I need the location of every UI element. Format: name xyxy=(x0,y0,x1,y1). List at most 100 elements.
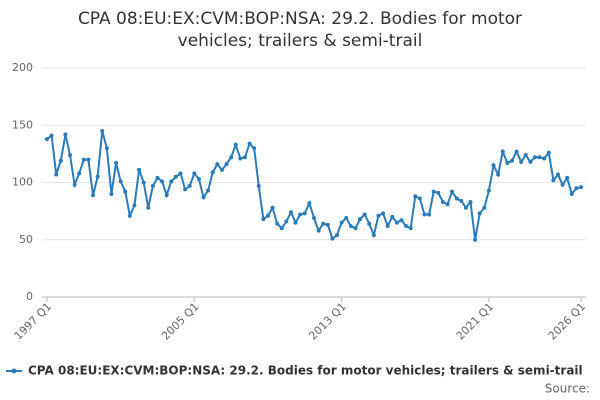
point xyxy=(376,213,381,218)
point xyxy=(45,136,49,141)
x-tick-label: 1997 Q1 xyxy=(12,300,55,343)
point xyxy=(58,158,63,163)
point xyxy=(339,220,344,225)
y-tick-label: 100 xyxy=(12,176,33,189)
point xyxy=(114,161,119,166)
point xyxy=(288,210,293,215)
y-tick-label: 200 xyxy=(12,61,33,74)
point xyxy=(72,182,77,187)
point xyxy=(408,226,413,231)
x-tick-label: 2005 Q1 xyxy=(159,300,202,343)
point xyxy=(95,174,100,179)
point xyxy=(261,217,266,222)
point xyxy=(173,174,178,179)
point xyxy=(579,185,583,190)
point xyxy=(514,149,519,154)
point xyxy=(192,171,197,176)
point xyxy=(312,215,316,220)
point xyxy=(81,157,86,162)
point xyxy=(298,212,303,217)
point xyxy=(265,213,270,218)
point xyxy=(242,155,247,160)
point xyxy=(279,226,284,231)
point xyxy=(491,163,496,168)
point xyxy=(555,172,560,177)
point xyxy=(275,221,280,226)
point xyxy=(436,190,441,195)
point xyxy=(127,213,132,218)
y-tick-label: 150 xyxy=(12,118,33,131)
point xyxy=(146,205,151,210)
point xyxy=(440,199,445,204)
point xyxy=(477,211,482,216)
point xyxy=(569,191,574,196)
point xyxy=(155,175,160,180)
point xyxy=(109,191,114,196)
point xyxy=(574,186,579,191)
point xyxy=(307,201,312,206)
chart-title: CPA 08:EU:EX:CVM:BOP:NSA: 29.2. Bodies f… xyxy=(77,9,523,51)
point xyxy=(201,195,206,200)
point xyxy=(454,196,459,201)
point xyxy=(381,211,386,216)
point xyxy=(482,205,487,210)
point xyxy=(565,175,570,180)
point xyxy=(325,222,330,227)
point xyxy=(229,155,234,160)
point xyxy=(330,236,335,241)
x-tick-label: 2013 Q1 xyxy=(306,300,349,343)
point xyxy=(183,187,188,192)
point xyxy=(215,162,220,167)
y-tick-label: 0 xyxy=(26,290,33,303)
point xyxy=(459,198,464,203)
point xyxy=(358,217,363,222)
point xyxy=(344,215,349,220)
point xyxy=(427,212,432,217)
point xyxy=(528,159,533,164)
point xyxy=(137,167,142,172)
point xyxy=(86,157,91,162)
point xyxy=(519,159,524,164)
point xyxy=(385,224,390,229)
point xyxy=(422,212,427,217)
x-tick-label: 2021 Q1 xyxy=(454,300,497,343)
x-tick-label: 2026 Q1 xyxy=(546,300,589,343)
legend-label: CPA 08:EU:EX:CVM:BOP:NSA: 29.2. Bodies f… xyxy=(28,364,583,378)
point xyxy=(160,179,165,184)
point xyxy=(316,228,321,233)
point xyxy=(187,183,192,188)
point xyxy=(473,237,478,242)
point xyxy=(118,179,123,184)
point xyxy=(49,133,54,138)
point xyxy=(206,188,211,193)
point xyxy=(302,211,307,216)
point xyxy=(233,142,238,147)
point xyxy=(238,156,243,161)
point xyxy=(390,214,395,219)
point xyxy=(404,224,409,229)
point xyxy=(496,172,501,177)
point xyxy=(486,188,491,193)
point xyxy=(54,172,59,177)
point xyxy=(321,221,326,226)
point xyxy=(450,189,455,194)
point xyxy=(247,141,252,146)
point xyxy=(123,189,128,194)
point xyxy=(367,221,372,226)
point xyxy=(270,205,275,210)
point xyxy=(417,196,422,201)
point xyxy=(164,193,169,198)
point xyxy=(413,194,418,199)
point xyxy=(284,219,289,224)
point xyxy=(91,193,96,198)
point xyxy=(169,179,174,184)
point xyxy=(500,149,505,154)
point xyxy=(468,199,473,204)
point xyxy=(532,155,537,160)
point xyxy=(178,171,183,176)
point xyxy=(560,182,565,187)
point xyxy=(256,183,261,188)
point xyxy=(399,218,404,223)
point xyxy=(537,155,542,160)
